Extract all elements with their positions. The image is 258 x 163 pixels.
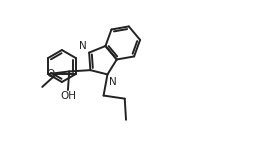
- Text: O: O: [46, 69, 55, 79]
- Text: N: N: [79, 41, 87, 51]
- Text: N: N: [109, 77, 117, 88]
- Text: OH: OH: [60, 91, 76, 101]
